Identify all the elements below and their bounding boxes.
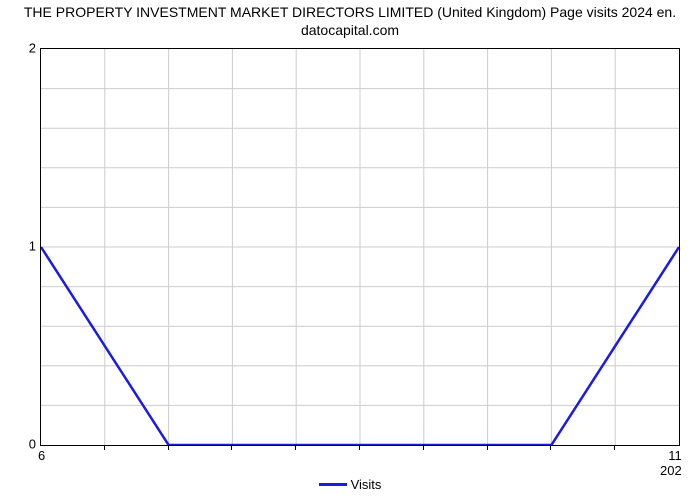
chart-title: THE PROPERTY INVESTMENT MARKET DIRECTORS…	[0, 4, 700, 39]
grid	[41, 49, 679, 445]
x-minor-tick	[614, 446, 615, 450]
y-tick-label: 1	[6, 239, 36, 254]
y-tick-label: 0	[6, 437, 36, 452]
legend: Visits	[0, 476, 700, 492]
title-line-1: THE PROPERTY INVESTMENT MARKET DIRECTORS…	[24, 4, 676, 20]
legend-swatch	[319, 483, 347, 486]
x-tick-label-left: 6	[38, 448, 45, 463]
x-minor-tick	[168, 446, 169, 450]
title-line-2: datocapital.com	[0, 22, 700, 40]
x-minor-tick	[359, 446, 360, 450]
x-minor-tick	[487, 446, 488, 450]
plot-svg	[41, 49, 679, 445]
x-tick-label-right: 11202	[660, 448, 682, 478]
x-minor-tick	[104, 446, 105, 450]
x-minor-tick	[231, 446, 232, 450]
x-minor-tick	[423, 446, 424, 450]
x-minor-tick	[295, 446, 296, 450]
x-minor-tick	[550, 446, 551, 450]
chart-container: THE PROPERTY INVESTMENT MARKET DIRECTORS…	[0, 0, 700, 500]
legend-label: Visits	[351, 477, 382, 492]
plot-area	[40, 48, 680, 446]
y-tick-label: 2	[6, 41, 36, 56]
